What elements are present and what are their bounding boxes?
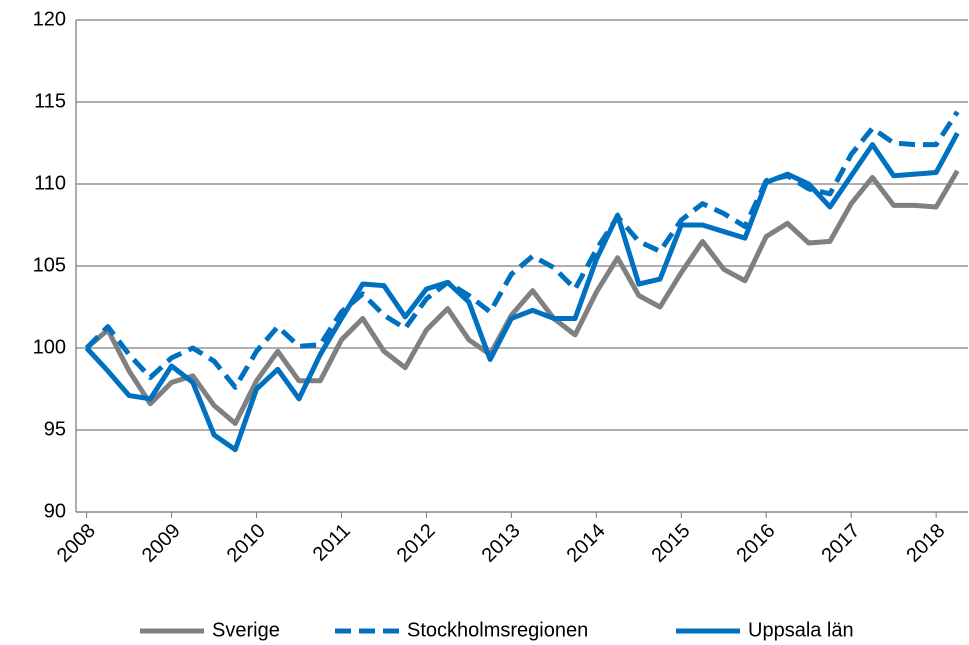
y-tick-label: 120 [33,8,66,30]
x-tick-label: 2017 [817,520,864,567]
legend-label: Sverige [212,619,280,641]
x-tick-label: 2016 [732,520,779,567]
legend-label: Stockholmsregionen [407,619,588,641]
y-tick-label: 105 [33,254,66,276]
x-tick-label: 2014 [563,520,610,567]
x-tick-label: 2015 [648,520,695,567]
x-tick-label: 2018 [902,520,949,567]
y-tick-label: 115 [34,90,66,112]
legend-label: Uppsala län [748,619,854,641]
x-tick-label: 2009 [138,520,185,567]
x-tick-label: 2008 [53,520,100,567]
series-line [84,131,960,453]
x-tick-label: 2012 [393,520,440,567]
y-tick-label: 100 [33,336,66,358]
series-line [84,110,960,390]
y-tick-label: 110 [34,172,66,194]
y-tick-label: 95 [44,418,66,440]
y-tick-label: 90 [44,500,66,522]
x-tick-label: 2010 [223,520,270,567]
series-line [85,169,960,426]
x-tick-label: 2011 [309,520,355,566]
x-tick-label: 2013 [478,520,525,567]
